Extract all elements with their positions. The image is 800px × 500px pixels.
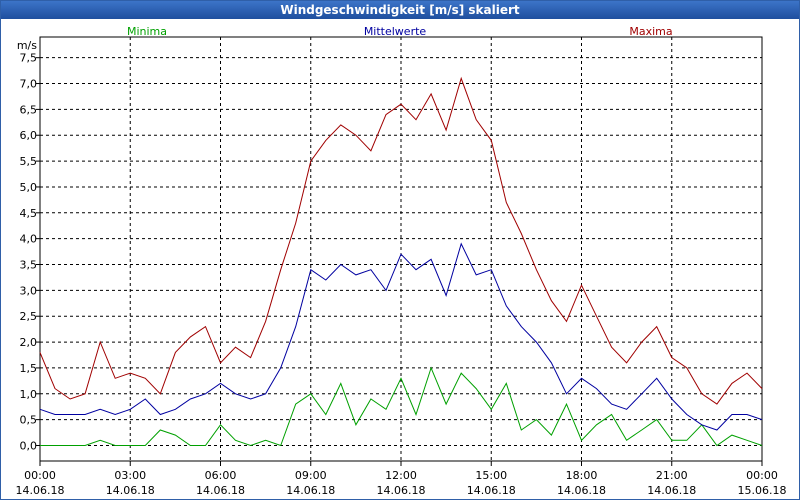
y-tick-label: 1,0 <box>20 388 38 401</box>
y-tick-label: 3,0 <box>20 284 38 297</box>
x-tick-date: 14.06.18 <box>467 484 516 497</box>
y-tick-label: 6,0 <box>20 129 38 142</box>
y-tick-label: 3,5 <box>20 259 38 272</box>
x-tick-date: 14.06.18 <box>16 484 65 497</box>
y-tick-label: 7,0 <box>20 78 38 91</box>
y-tick-label: 0,5 <box>20 414 38 427</box>
y-tick-label: 4,0 <box>20 233 38 246</box>
series-line-maxima <box>39 76 763 405</box>
x-tick-time: 03:00 <box>114 469 146 482</box>
y-tick-label: 4,5 <box>20 207 38 220</box>
x-tick-date: 14.06.18 <box>106 484 155 497</box>
x-tick-time: 15:00 <box>475 469 507 482</box>
x-tick-time: 00:00 <box>746 469 778 482</box>
y-tick-label: 5,5 <box>20 155 38 168</box>
x-tick-date: 15.06.18 <box>738 484 787 497</box>
series-line-mittelwerte <box>39 242 763 431</box>
y-tick-label: 2,0 <box>20 336 38 349</box>
x-tick-time: 09:00 <box>295 469 327 482</box>
x-tick-date: 14.06.18 <box>196 484 245 497</box>
x-tick-time: 21:00 <box>656 469 688 482</box>
y-tick-label: 0,0 <box>20 439 38 452</box>
x-tick-date: 14.06.18 <box>377 484 426 497</box>
y-axis-unit: m/s <box>17 39 37 52</box>
legend-maxima: Maxima <box>629 25 672 38</box>
y-tick-label: 6,5 <box>20 103 38 116</box>
legend-minima: Minima <box>127 25 167 38</box>
x-tick-time: 06:00 <box>205 469 237 482</box>
series-line-minima <box>40 366 763 447</box>
x-tick-date: 14.06.18 <box>557 484 606 497</box>
y-tick-label: 5,0 <box>20 181 38 194</box>
y-tick-label: 1,5 <box>20 362 38 375</box>
window-title: Windgeschwindigkeit [m/s] skaliert <box>1 1 799 19</box>
x-tick-time: 18:00 <box>566 469 598 482</box>
x-tick-time: 00:00 <box>24 469 56 482</box>
x-tick-date: 14.06.18 <box>647 484 696 497</box>
x-tick-time: 12:00 <box>385 469 417 482</box>
legend-mittelwerte: Mittelwerte <box>364 25 427 38</box>
y-tick-label: 7,5 <box>20 52 38 65</box>
x-tick-date: 14.06.18 <box>286 484 335 497</box>
y-tick-label: 2,5 <box>20 310 38 323</box>
